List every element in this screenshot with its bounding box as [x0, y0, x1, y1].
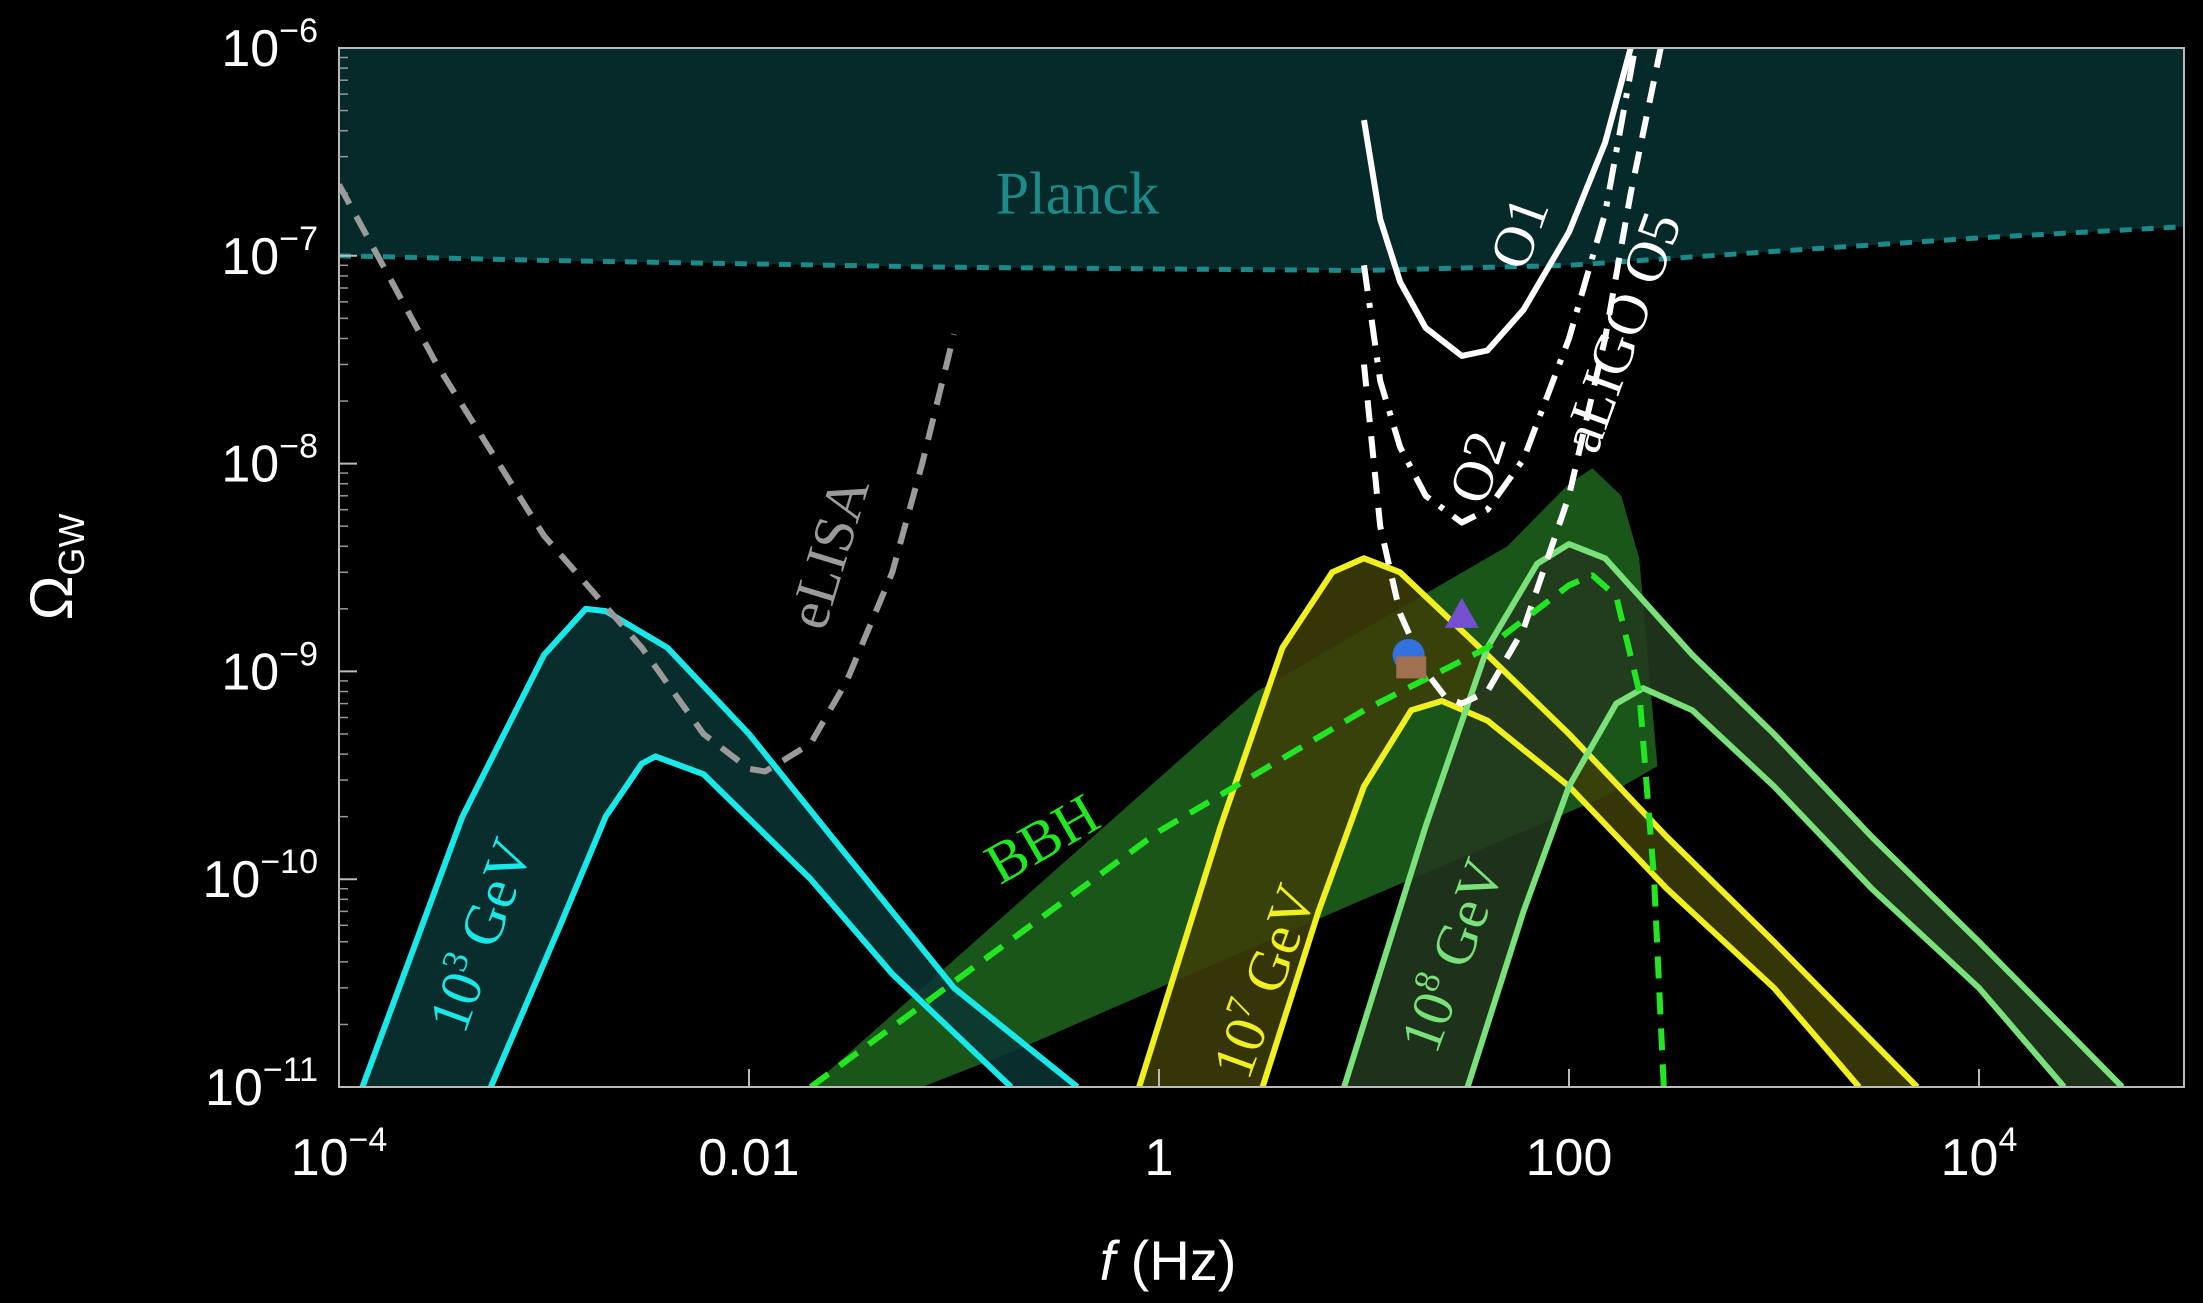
band-fill-3	[1344, 544, 2123, 1087]
marker-square	[1396, 656, 1427, 679]
y-tick-label-exp-5: −6	[279, 12, 318, 50]
band-upper-curve-1	[359, 605, 1080, 1087]
y-tick-label-exp-1: −10	[260, 843, 318, 881]
marker-triangle	[1444, 597, 1479, 628]
y-axis-title-symbol: Ω	[18, 576, 85, 621]
x-tick-label-4: 104	[1941, 1121, 2018, 1187]
plot-frame	[338, 47, 2185, 1088]
y-tick-label-5: 10−6	[221, 12, 318, 78]
y-tick-label-4: 10−7	[221, 220, 318, 286]
y-tick-label-base-3: 10	[221, 436, 279, 494]
axes: 10−4 0.01 1 100 10410−1110−1010−910−810−710−…	[202, 12, 2017, 1187]
y-tick-label-base-0: 10	[205, 1059, 263, 1117]
y-tick-label-2: 10−9	[221, 635, 318, 701]
x-tick-label-0: 10−4	[291, 1121, 388, 1187]
elisa-curve	[339, 183, 957, 775]
band-upper-curve-2	[1136, 555, 1920, 1087]
band-fill-2	[1139, 558, 1918, 1087]
planck-boundary-line	[339, 224, 2184, 274]
aligo-o5-curve	[1361, 48, 1664, 707]
bbh-curve	[808, 572, 1667, 1087]
planck-region	[339, 48, 2184, 271]
band-upper-curve-3	[1341, 541, 2125, 1087]
y-tick-label-exp-2: −9	[279, 635, 318, 673]
y-tick-label-base-4: 10	[221, 228, 279, 286]
y-tick-label-exp-4: −7	[279, 220, 318, 258]
x-tick-label-exp-0: −4	[349, 1121, 388, 1159]
plot-area	[339, 48, 2184, 1087]
label-planck: Planck	[996, 160, 1159, 226]
x-tick-label-base-2: 1	[1145, 1129, 1174, 1187]
o2-curve	[1361, 48, 1639, 526]
band-lower-curve-3	[1464, 685, 2067, 1087]
y-tick-label-3: 10−8	[221, 428, 318, 494]
x-tick-label-2: 1	[1145, 1129, 1174, 1187]
y-tick-label-exp-3: −8	[279, 428, 318, 466]
o1-curve	[1361, 48, 1634, 359]
x-tick-label-base-4: 10	[1941, 1129, 1999, 1187]
x-tick-label-base-3: 100	[1526, 1129, 1613, 1187]
y-tick-label-1: 10−10	[202, 843, 318, 909]
y-tick-label-0: 10−11	[205, 1051, 318, 1117]
x-axis-title: f (Hz)	[1100, 1229, 1237, 1292]
x-tick-label-1: 0.01	[698, 1129, 799, 1187]
band-lower-curve-1	[488, 753, 1014, 1087]
y-axis-title-subscript: GW	[51, 514, 92, 576]
x-tick-label-base-0: 10	[291, 1129, 349, 1187]
x-tick-label-exp-4: 4	[1998, 1121, 2017, 1159]
y-tick-label-exp-0: −11	[263, 1051, 318, 1089]
y-tick-label-base-5: 10	[221, 20, 279, 78]
x-tick-label-base-1: 0.01	[698, 1129, 799, 1187]
y-tick-label-base-1: 10	[202, 851, 260, 909]
y-tick-label-base-2: 10	[221, 643, 279, 701]
x-tick-label-3: 100	[1526, 1129, 1613, 1187]
x-axis-title-unit: (Hz)	[1115, 1229, 1236, 1292]
y-axis-title: ΩGW	[18, 514, 92, 621]
